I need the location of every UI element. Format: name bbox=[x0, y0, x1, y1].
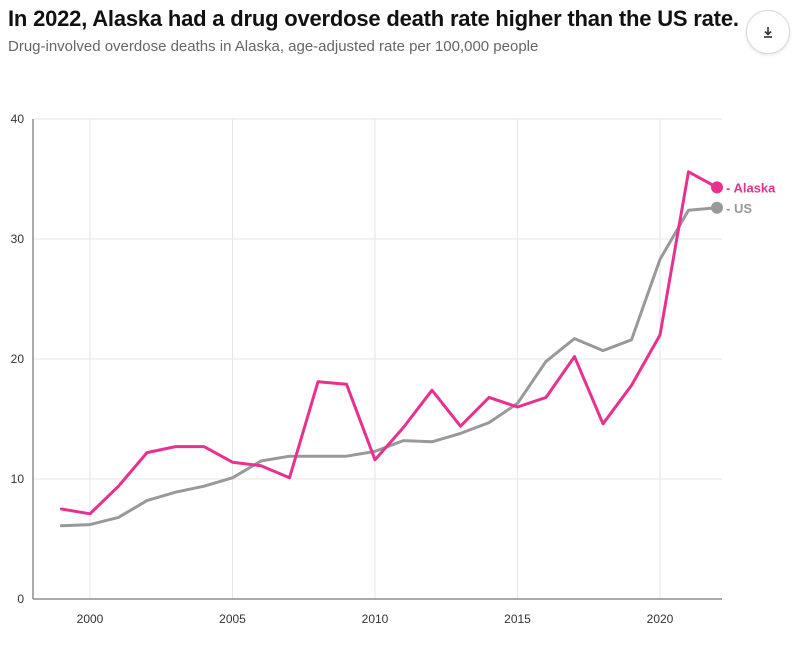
chart-title: In 2022, Alaska had a drug overdose deat… bbox=[8, 6, 739, 31]
x-tick-label: 2010 bbox=[362, 612, 389, 626]
x-tick-label: 2020 bbox=[647, 612, 674, 626]
download-icon bbox=[764, 27, 772, 38]
y-tick-label: 30 bbox=[11, 232, 25, 246]
end-point-us bbox=[711, 201, 723, 214]
y-tick-label: 0 bbox=[17, 592, 24, 606]
series-labels: - Alaska - US bbox=[711, 180, 776, 216]
series-line-alaska bbox=[60, 170, 719, 516]
y-tick-label: 40 bbox=[11, 112, 25, 126]
series-label-alaska: - Alaska bbox=[726, 180, 776, 195]
y-tick-label: 20 bbox=[11, 352, 25, 366]
chart-subtitle: Drug-involved overdose deaths in Alaska,… bbox=[8, 38, 539, 55]
download-button[interactable] bbox=[746, 10, 790, 54]
grid-lines bbox=[33, 118, 722, 599]
series-line-us bbox=[60, 206, 719, 528]
end-point-alaska bbox=[711, 181, 723, 194]
x-tick-label: 2005 bbox=[219, 612, 246, 626]
series-label-us: - US bbox=[726, 201, 752, 216]
axes: 0 10 20 30 40 2000 2005 2010 2015 2020 bbox=[11, 112, 722, 626]
y-tick-label: 10 bbox=[11, 472, 25, 486]
x-tick-label: 2000 bbox=[77, 612, 104, 626]
series-lines bbox=[60, 170, 719, 528]
x-tick-label: 2015 bbox=[504, 612, 531, 626]
